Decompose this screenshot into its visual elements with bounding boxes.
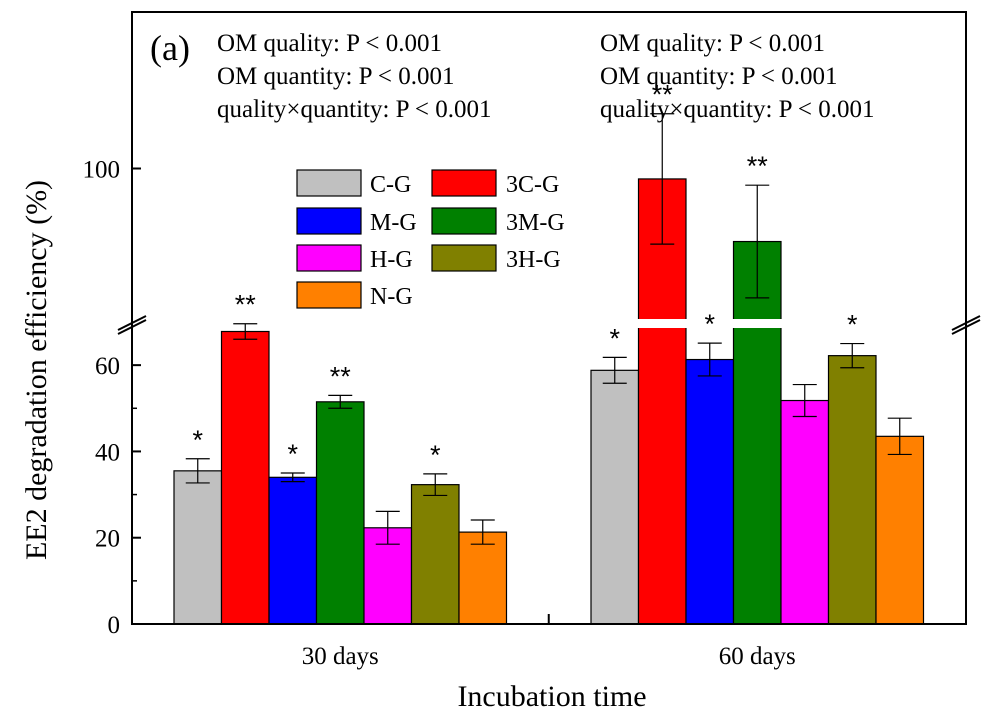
- significance-label: *: [847, 310, 858, 340]
- error-bar: [840, 342, 865, 369]
- x-axis-title: Incubation time: [457, 680, 646, 713]
- significance-label: *: [609, 323, 620, 353]
- bar-3C-G-0: [220, 330, 270, 625]
- error-bar: [602, 356, 627, 384]
- stat-annotation: OM quantity: P < 0.001: [217, 63, 455, 90]
- bar-C-G-1: [590, 369, 640, 625]
- significance-label: *: [704, 309, 715, 339]
- legend-swatch: [431, 244, 497, 272]
- y-tick-label: 0: [108, 612, 121, 639]
- x-tick-label: 30 days: [302, 643, 379, 670]
- error-bar: [233, 323, 258, 340]
- bar-3H-G-1: [827, 355, 877, 625]
- legend-swatch: [296, 169, 362, 197]
- bar-3M-G-0: [315, 401, 365, 625]
- bar-M-G-1: [685, 358, 735, 625]
- legend-swatch: [431, 169, 497, 197]
- bar-3H-G-0: [410, 484, 460, 625]
- stat-annotation: OM quality: P < 0.001: [217, 30, 442, 57]
- legend-swatch: [296, 281, 362, 309]
- error-bar: [887, 417, 912, 456]
- error-bar: [423, 473, 448, 497]
- stat-annotation: OM quantity: P < 0.001: [600, 63, 838, 90]
- y-tick-label: 100: [83, 157, 121, 184]
- bar-3M-G-1: [732, 240, 782, 625]
- error-bar: [792, 383, 817, 418]
- y-tick-label: 60: [95, 353, 120, 380]
- bar-N-G-0: [458, 531, 508, 625]
- legend-swatch: [296, 207, 362, 235]
- y-tick-label: 40: [95, 439, 120, 466]
- x-tick-label: 60 days: [719, 643, 796, 670]
- significance-label: *: [430, 440, 441, 470]
- significance-label: *: [192, 425, 203, 455]
- bar-break-gap: [637, 319, 687, 328]
- legend-swatch: [431, 207, 497, 235]
- y-axis-title: EE2 degradation efficiency (%): [20, 180, 53, 560]
- error-bar: [375, 510, 400, 545]
- error-bar: [697, 342, 722, 377]
- legend-label: C-G: [370, 172, 411, 198]
- stat-annotation: quality×quantity: P < 0.001: [600, 96, 875, 123]
- significance-label: **: [330, 361, 352, 391]
- bar-H-G-1: [780, 399, 830, 625]
- error-bar: [185, 458, 210, 484]
- stat-annotation: OM quality: P < 0.001: [600, 30, 825, 57]
- bar-M-G-0: [268, 476, 318, 625]
- bar-break-gap: [732, 319, 782, 328]
- legend-label: N-G: [370, 284, 413, 310]
- y-tick-label: 20: [95, 526, 120, 553]
- legend-label: H-G: [370, 247, 413, 273]
- legend-label: 3M-G: [506, 210, 565, 236]
- error-bar: [745, 184, 770, 299]
- bar-C-G-0: [173, 470, 223, 625]
- bar-3C-G-1: [637, 178, 687, 625]
- significance-label: **: [747, 151, 769, 181]
- significance-label: *: [287, 439, 298, 469]
- panel-label: (a): [150, 28, 190, 68]
- error-bar: [280, 472, 305, 483]
- error-bar: [328, 394, 353, 409]
- error-bar: [650, 113, 675, 245]
- legend-label: 3H-G: [506, 247, 561, 273]
- legend-label: 3C-G: [506, 172, 559, 198]
- significance-label: **: [652, 80, 674, 110]
- bar-N-G-1: [875, 435, 925, 625]
- legend-swatch: [296, 244, 362, 272]
- legend-label: M-G: [370, 210, 417, 236]
- significance-label: **: [235, 290, 257, 320]
- stat-annotation: quality×quantity: P < 0.001: [217, 96, 492, 123]
- error-bar: [470, 519, 495, 545]
